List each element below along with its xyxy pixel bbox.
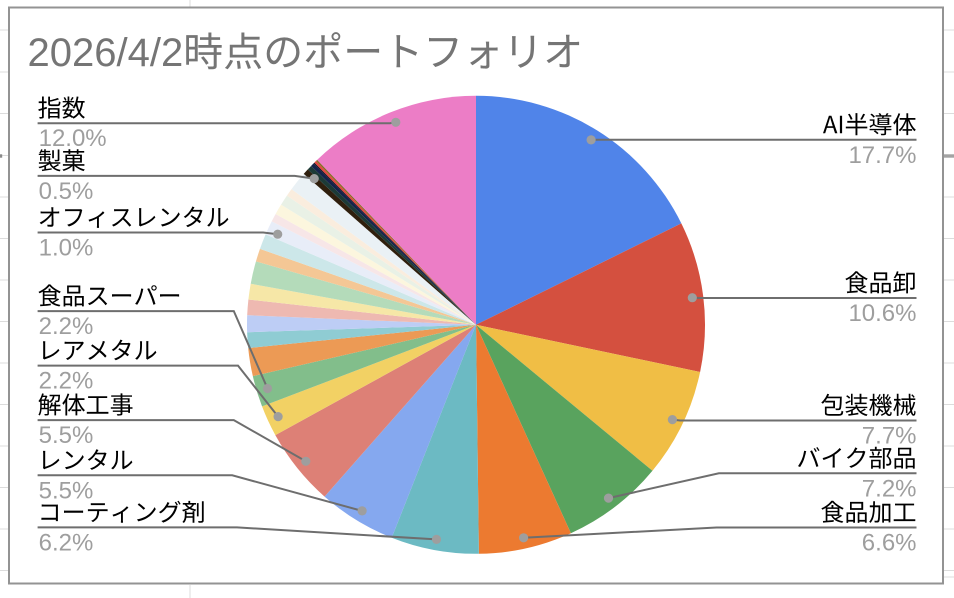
svg-text:6.6%: 6.6%: [862, 530, 917, 557]
svg-text:6.2%: 6.2%: [39, 529, 94, 556]
svg-text:17.7%: 17.7%: [848, 142, 916, 169]
svg-text:5.5%: 5.5%: [39, 477, 94, 504]
svg-text:7.2%: 7.2%: [862, 475, 917, 502]
svg-text:5.5%: 5.5%: [39, 422, 94, 449]
svg-text:12.0%: 12.0%: [39, 125, 107, 152]
svg-text:2026/4/2: 2026/4/2: [28, 31, 184, 75]
svg-text:7.7%: 7.7%: [862, 423, 917, 450]
svg-text:0.5%: 0.5%: [39, 178, 94, 205]
svg-text:10.6%: 10.6%: [848, 300, 916, 327]
svg-text:1.0%: 1.0%: [39, 235, 94, 262]
svg-text:2.2%: 2.2%: [39, 313, 94, 340]
svg-text:2.2%: 2.2%: [39, 368, 94, 395]
